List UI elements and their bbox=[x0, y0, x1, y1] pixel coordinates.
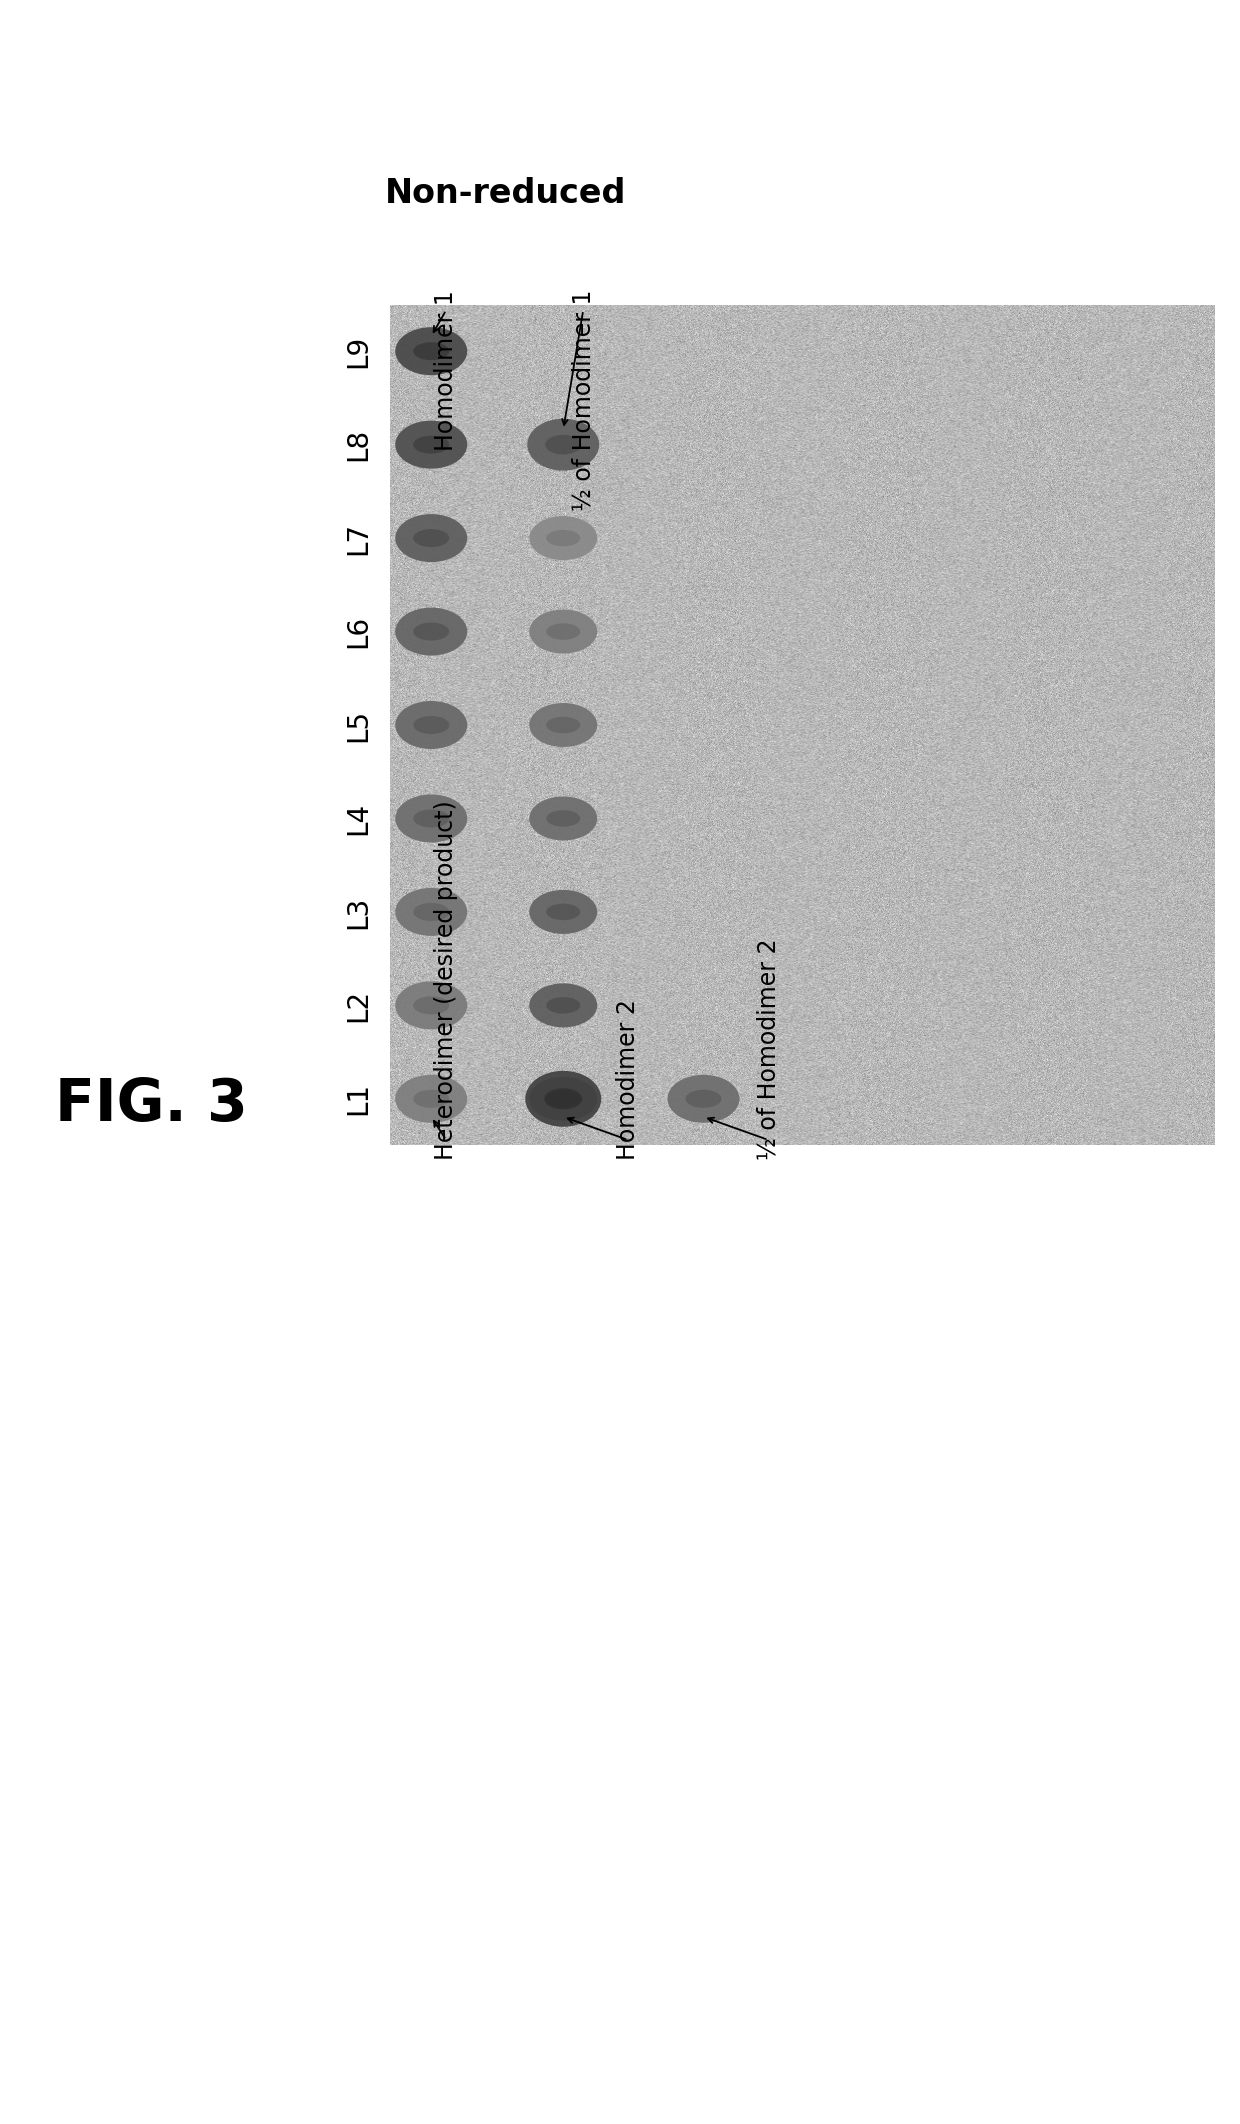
Ellipse shape bbox=[413, 622, 449, 641]
Ellipse shape bbox=[396, 981, 467, 1030]
Ellipse shape bbox=[544, 1087, 583, 1109]
Text: L5: L5 bbox=[343, 709, 372, 741]
Ellipse shape bbox=[396, 607, 467, 656]
Ellipse shape bbox=[413, 903, 449, 922]
Ellipse shape bbox=[529, 703, 598, 748]
Ellipse shape bbox=[413, 435, 449, 455]
Ellipse shape bbox=[413, 996, 449, 1015]
Text: ½ of Homodimer 1: ½ of Homodimer 1 bbox=[572, 291, 595, 512]
Ellipse shape bbox=[396, 514, 467, 563]
Ellipse shape bbox=[413, 809, 449, 828]
Text: Homodimer 2: Homodimer 2 bbox=[616, 998, 640, 1160]
Text: L3: L3 bbox=[343, 896, 372, 928]
Ellipse shape bbox=[686, 1090, 722, 1109]
Ellipse shape bbox=[413, 716, 449, 735]
Ellipse shape bbox=[527, 418, 599, 472]
Text: L1: L1 bbox=[343, 1083, 372, 1115]
Ellipse shape bbox=[529, 1077, 598, 1121]
Ellipse shape bbox=[396, 327, 467, 376]
Text: ½ of Homodimer 2: ½ of Homodimer 2 bbox=[756, 939, 780, 1160]
Text: Homodimer 1: Homodimer 1 bbox=[434, 291, 459, 450]
Text: L7: L7 bbox=[343, 523, 372, 554]
Text: Heterodimer (desired product): Heterodimer (desired product) bbox=[434, 801, 459, 1160]
Ellipse shape bbox=[396, 701, 467, 750]
Text: Non-reduced: Non-reduced bbox=[384, 176, 626, 210]
Ellipse shape bbox=[546, 435, 582, 455]
Ellipse shape bbox=[529, 983, 598, 1028]
Ellipse shape bbox=[529, 610, 598, 654]
Ellipse shape bbox=[547, 809, 580, 826]
Text: L4: L4 bbox=[343, 803, 372, 835]
Ellipse shape bbox=[547, 716, 580, 733]
Ellipse shape bbox=[529, 796, 598, 841]
Ellipse shape bbox=[413, 529, 449, 548]
Ellipse shape bbox=[547, 529, 580, 546]
Ellipse shape bbox=[529, 890, 598, 935]
Ellipse shape bbox=[547, 1090, 580, 1107]
Text: L8: L8 bbox=[343, 429, 372, 461]
Ellipse shape bbox=[547, 903, 580, 920]
Ellipse shape bbox=[396, 1075, 467, 1124]
Ellipse shape bbox=[547, 622, 580, 639]
Text: FIG. 3: FIG. 3 bbox=[55, 1077, 248, 1132]
Ellipse shape bbox=[547, 996, 580, 1013]
Ellipse shape bbox=[396, 794, 467, 843]
Ellipse shape bbox=[529, 516, 598, 561]
Ellipse shape bbox=[413, 342, 449, 361]
Ellipse shape bbox=[413, 1090, 449, 1109]
Text: L9: L9 bbox=[343, 336, 372, 367]
Text: L6: L6 bbox=[343, 616, 372, 648]
Ellipse shape bbox=[526, 1070, 601, 1128]
Ellipse shape bbox=[667, 1075, 739, 1124]
Ellipse shape bbox=[396, 421, 467, 469]
Ellipse shape bbox=[396, 888, 467, 937]
Text: L2: L2 bbox=[343, 990, 372, 1022]
